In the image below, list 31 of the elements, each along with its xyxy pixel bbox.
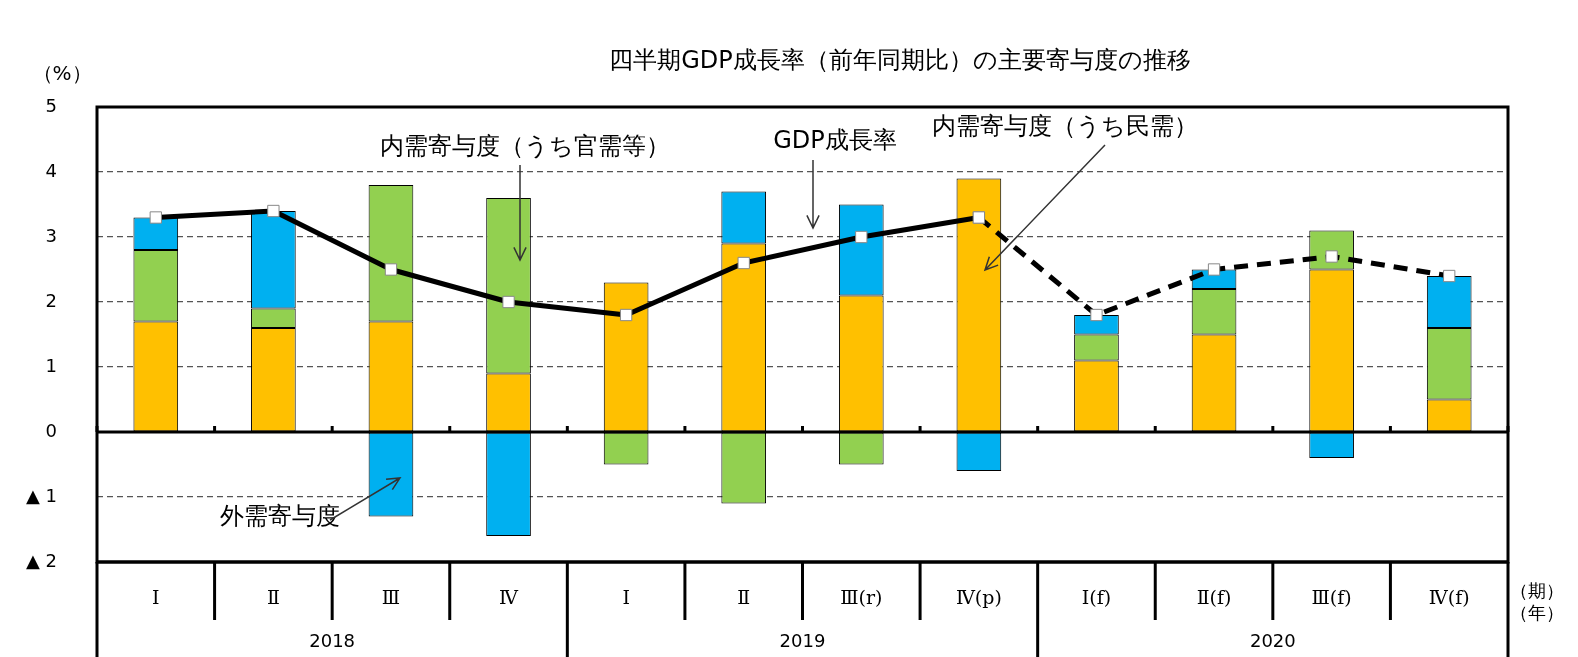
x-tick-label: Ⅰ [622, 586, 630, 609]
text: GDP成長率 [773, 126, 897, 155]
y-axis-title: （%） [32, 61, 92, 86]
text: 2018 [309, 629, 356, 651]
chart-title: 四半期GDP成長率（前年同期比）の主要寄与度の推移 [609, 46, 1191, 75]
x-tick-label: Ⅳ(p) [955, 586, 1002, 609]
y-tick-label: 5 [45, 94, 57, 116]
x-tick-label: Ⅲ [381, 586, 401, 609]
series-label: 内需寄与度（うち民需） [932, 112, 1198, 141]
text: 2019 [779, 629, 826, 651]
text: （年） [1510, 601, 1564, 623]
x-tick-label: Ⅲ(f) [1311, 586, 1352, 609]
y-tick-label: ▲ 1 [25, 484, 57, 506]
x-tick-label: Ⅰ [152, 586, 160, 609]
y-tick-label: 2 [45, 289, 57, 311]
y-tick-label: 0 [45, 419, 57, 441]
x-tick-label: Ⅱ [266, 586, 280, 609]
series-label: 外需寄与度 [220, 502, 340, 531]
y-tick-label: 1 [45, 354, 57, 376]
x-tick-label: Ⅳ(f) [1428, 586, 1470, 609]
text: 2020 [1249, 629, 1296, 651]
y-tick-label: 3 [45, 224, 57, 246]
x-tick-label: Ⅱ [737, 586, 751, 609]
x-tick-label: Ⅳ [499, 586, 520, 609]
x-axis-title: （期） [1510, 579, 1564, 601]
x-tick-label: Ⅱ(f) [1196, 586, 1232, 609]
y-tick-label: ▲ 2 [25, 549, 57, 571]
x-tick-label: Ⅲ(r) [840, 586, 883, 609]
y-tick-label: 4 [45, 159, 57, 181]
series-label: 内需寄与度（うち官需等） [380, 132, 670, 161]
x-tick-label: Ⅰ(f) [1081, 586, 1112, 609]
